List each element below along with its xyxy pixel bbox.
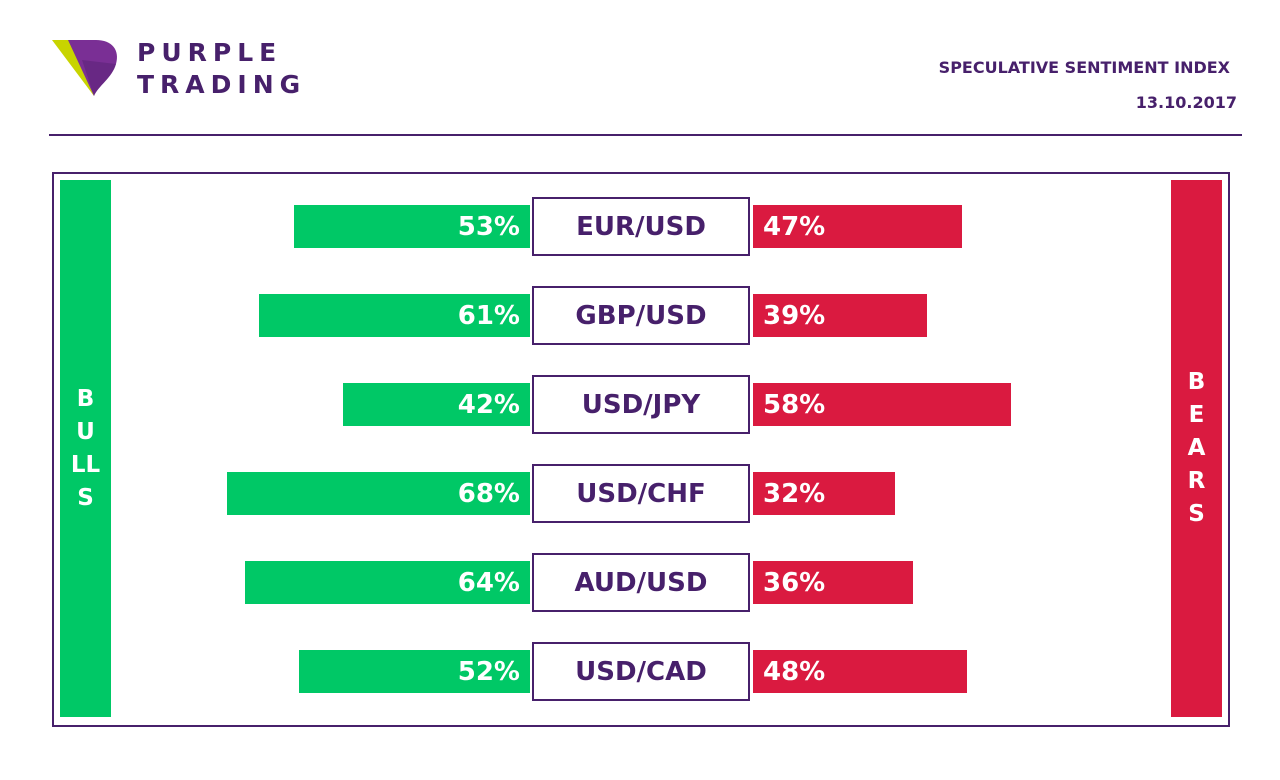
page-title: SPECULATIVE SENTIMENT INDEX <box>938 58 1230 77</box>
bear-bar-usd-jpy: 58% <box>753 383 1012 426</box>
bear-bar-eur-usd: 47% <box>753 205 963 248</box>
bears-sidebar: BEARS <box>1171 180 1222 717</box>
bull-bar-usd-cad: 52% <box>298 650 530 693</box>
brand-name-line1: PURPLE <box>137 38 283 67</box>
bulls-label: BULLS <box>70 385 101 511</box>
bull-bar-usd-jpy: 42% <box>343 383 530 426</box>
logo-accent-shape <box>52 40 94 96</box>
pair-label-usd-cad: USD/CAD <box>532 642 750 701</box>
bull-bar-aud-usd: 64% <box>245 561 530 604</box>
bear-bar-gbp-usd: 39% <box>753 294 927 337</box>
header-divider <box>49 134 1242 136</box>
pair-label-aud-usd: AUD/USD <box>532 553 750 612</box>
bulls-sidebar: BULLS <box>60 180 111 717</box>
pair-label-usd-jpy: USD/JPY <box>532 375 750 434</box>
pair-label-usd-chf: USD/CHF <box>532 464 750 523</box>
bull-bar-eur-usd: 53% <box>294 205 530 248</box>
brand-name-line2: TRADING <box>137 70 307 99</box>
bear-bar-usd-cad: 48% <box>753 650 967 693</box>
purple-trading-logo <box>52 40 118 96</box>
bull-bar-usd-chf: 68% <box>227 472 530 515</box>
chart-frame <box>52 172 1230 727</box>
logo-shade-shape <box>82 60 116 96</box>
bear-bar-aud-usd: 36% <box>753 561 914 604</box>
bear-bar-usd-chf: 32% <box>753 472 896 515</box>
report-date: 13.10.2017 <box>1135 93 1237 112</box>
bull-bar-gbp-usd: 61% <box>258 294 530 337</box>
pair-label-eur-usd: EUR/USD <box>532 197 750 256</box>
bears-label: BEARS <box>1187 369 1206 527</box>
pair-label-gbp-usd: GBP/USD <box>532 286 750 345</box>
